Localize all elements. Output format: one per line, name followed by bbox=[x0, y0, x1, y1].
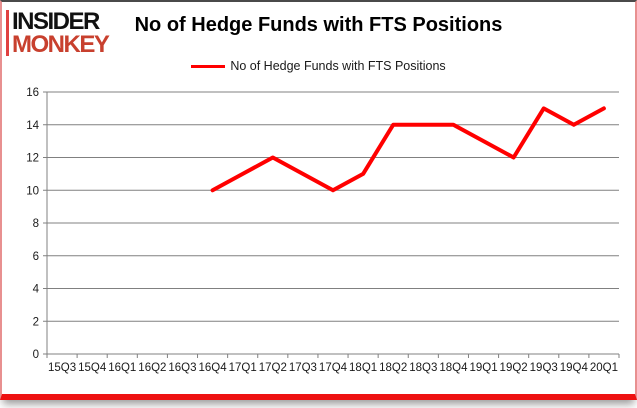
x-axis-label: 19Q3 bbox=[530, 362, 558, 374]
x-axis-label: 18Q2 bbox=[379, 362, 407, 374]
x-axis-label: 17Q4 bbox=[319, 362, 348, 374]
logo-text-insider: INSIDER bbox=[12, 8, 100, 35]
logo-text: INSIDER MONKEY bbox=[12, 8, 110, 58]
logo-text-monkey: MONKEY bbox=[12, 31, 110, 58]
x-axis-label: 17Q3 bbox=[289, 362, 317, 374]
y-axis-label: 16 bbox=[26, 87, 39, 99]
insider-monkey-logo: INSIDER MONKEY bbox=[6, 8, 110, 58]
y-axis-label: 6 bbox=[33, 251, 39, 263]
chart-legend: No of Hedge Funds with FTS Positions bbox=[2, 59, 635, 73]
logo-red-bar bbox=[6, 10, 9, 56]
x-axis-label: 19Q2 bbox=[500, 362, 528, 374]
y-axis-label: 10 bbox=[26, 185, 39, 197]
x-axis-label: 16Q3 bbox=[168, 362, 196, 374]
x-axis-label: 15Q3 bbox=[48, 362, 76, 374]
x-axis-label: 20Q1 bbox=[590, 362, 618, 374]
legend-label: No of Hedge Funds with FTS Positions bbox=[230, 59, 446, 73]
y-axis-label: 14 bbox=[26, 120, 39, 132]
legend-line-swatch bbox=[191, 64, 226, 68]
y-axis-label: 2 bbox=[33, 316, 39, 328]
y-axis-label: 4 bbox=[33, 284, 40, 296]
x-axis-label: 19Q1 bbox=[469, 362, 497, 374]
x-axis-label: 15Q4 bbox=[78, 362, 107, 374]
page-title: No of Hedge Funds with FTS Positions bbox=[134, 14, 503, 36]
x-axis-label: 17Q2 bbox=[259, 362, 287, 374]
series-line bbox=[210, 106, 606, 193]
y-axis-label: 8 bbox=[33, 218, 39, 230]
y-axis-label: 0 bbox=[33, 349, 39, 361]
x-axis-label: 16Q1 bbox=[108, 362, 136, 374]
x-axis-label: 19Q4 bbox=[560, 362, 589, 374]
x-axis-label: 16Q2 bbox=[138, 362, 166, 374]
x-axis-label: 16Q4 bbox=[199, 362, 228, 374]
x-axis-label: 18Q4 bbox=[439, 362, 468, 374]
x-axis-label: 17Q1 bbox=[229, 362, 257, 374]
x-axis-label: 18Q3 bbox=[409, 362, 437, 374]
y-axis-label: 12 bbox=[26, 153, 39, 165]
x-axis-label: 18Q1 bbox=[349, 362, 377, 374]
